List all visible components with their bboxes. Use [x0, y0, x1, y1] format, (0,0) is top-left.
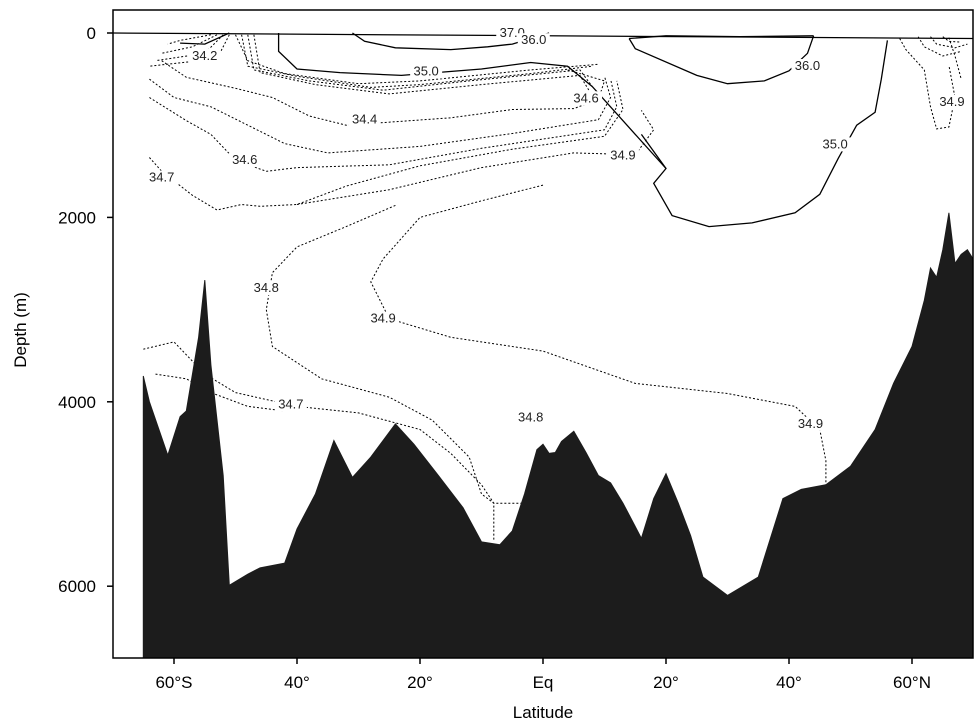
contour-label-bg — [794, 416, 827, 431]
contour-label: 36.0 — [521, 32, 546, 47]
x-axis-title: Latitude — [513, 703, 574, 722]
contour-label-bg — [606, 148, 639, 163]
x-axis: 60°S 40° 20° Eq 20° 40° 60°N — [155, 658, 931, 692]
contour-label-layer: 37.036.034.235.0 36.034.6 34.934.435.034.9… — [145, 25, 968, 431]
contour-label: 34.7 — [278, 396, 303, 411]
contour-line-4 — [629, 35, 814, 40]
contour-label: 34.9 — [939, 94, 964, 109]
contour-line-12 — [241, 34, 593, 88]
contour-label: 34.6 — [573, 90, 598, 105]
contour-label: 34.9 — [610, 147, 635, 162]
contour-line-6 — [640, 40, 889, 228]
bathymetry-layer — [142, 212, 974, 659]
contour-line-14 — [253, 34, 593, 96]
y-tick-label: 6000 — [58, 577, 96, 596]
y-axis-title: Depth (m) — [11, 292, 30, 368]
contour-line-18 — [149, 80, 624, 211]
contour-line-16 — [149, 76, 612, 154]
contour-label-bg — [819, 137, 852, 152]
contour-line-24 — [899, 38, 956, 130]
contour-line-13 — [247, 34, 593, 91]
contour-line-10 — [149, 34, 230, 67]
contour-label-bg — [570, 91, 603, 106]
contour-label-bg — [348, 112, 381, 127]
contour-line-25 — [917, 36, 962, 57]
contour-label-bg — [791, 59, 824, 74]
contour-line-26 — [930, 36, 968, 49]
contour-line-8 — [161, 34, 218, 54]
contour-label: 34.9 — [370, 311, 395, 326]
contour-label-bg — [145, 170, 178, 185]
y-axis: 0 2000 4000 6000 — [58, 24, 113, 596]
contour-line-23 — [155, 373, 285, 412]
contour-line-5 — [628, 35, 815, 85]
x-tick-label: 20° — [407, 673, 433, 692]
x-tick-label: Eq — [533, 673, 554, 692]
contour-label: 35.0 — [822, 136, 847, 151]
contour-label: 34.8 — [254, 280, 279, 295]
y-tick-label: 0 — [87, 24, 96, 43]
contour-label: 34.6 — [232, 152, 257, 167]
contour-label: 34.2 — [192, 48, 217, 63]
contour-label-bg — [517, 33, 550, 48]
contour-label: 34.9 — [798, 416, 823, 431]
ocean-floor — [142, 212, 974, 659]
contour-line-1 — [180, 32, 230, 45]
contour-label-bg — [935, 94, 968, 109]
contour-label-bg — [188, 48, 221, 63]
contour-label: 34.4 — [352, 112, 377, 127]
contour-label: 35.0 — [413, 64, 438, 79]
y-tick-label: 2000 — [58, 208, 96, 227]
contour-line-9 — [155, 34, 224, 62]
contour-label-bg — [228, 153, 261, 168]
x-tick-label: 40° — [776, 673, 802, 692]
contour-label-bg — [410, 64, 443, 79]
contour-label: 34.7 — [149, 170, 174, 185]
contour-line-19 — [296, 110, 655, 205]
contour-line-21 — [370, 184, 827, 490]
contour-line-15 — [161, 60, 606, 126]
y-tick-label: 4000 — [58, 393, 96, 412]
x-tick-label: 40° — [284, 673, 310, 692]
contour-label-bg — [367, 311, 400, 326]
contour-label-bg — [514, 410, 547, 425]
x-tick-label: 20° — [653, 673, 679, 692]
contour-label: 34.8 — [518, 409, 543, 424]
x-tick-label: 60°S — [155, 673, 192, 692]
contour-line-3 — [277, 33, 667, 169]
contour-line-11 — [235, 34, 599, 85]
contour-label: 36.0 — [795, 58, 820, 73]
contour-layer — [112, 32, 974, 541]
contour-line-2 — [352, 32, 550, 51]
x-tick-label: 60°N — [893, 673, 931, 692]
contour-label-bg — [250, 281, 283, 296]
contour-label-bg — [274, 397, 307, 412]
contour-line-20 — [265, 204, 532, 513]
